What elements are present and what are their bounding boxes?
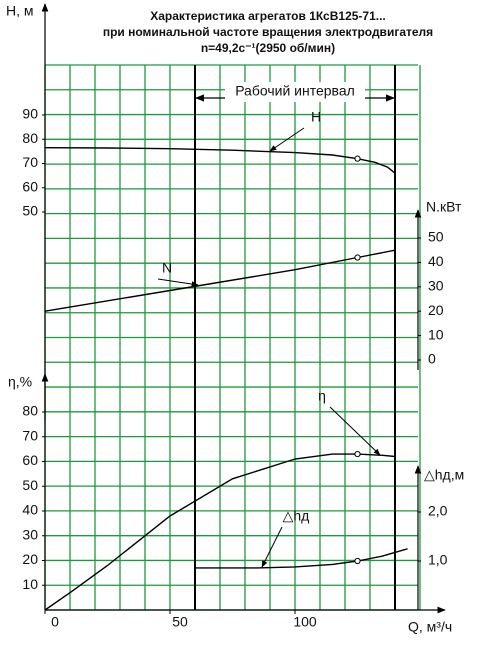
y-tick-label: 50 bbox=[22, 203, 38, 219]
x-tick-label: 100 bbox=[293, 614, 317, 630]
y-tick-label: 80 bbox=[22, 130, 38, 146]
y-tick-label: 1,0 bbox=[428, 552, 448, 568]
y-tick-label: 70 bbox=[22, 154, 38, 170]
y-tick-label: 60 bbox=[22, 452, 38, 468]
title-line: при номинальной частоте вращения электро… bbox=[103, 25, 433, 39]
duty-point bbox=[354, 450, 361, 458]
curve bbox=[44, 453, 396, 611]
y-tick-label: 40 bbox=[428, 253, 444, 269]
y-tick-label: 50 bbox=[428, 229, 444, 245]
y-tick-label: 0 bbox=[428, 351, 436, 367]
curve-label: N bbox=[162, 260, 172, 276]
curve-label: △hд bbox=[283, 508, 310, 524]
y-tick-label: 20 bbox=[428, 302, 444, 318]
y-tick-label: 20 bbox=[22, 551, 38, 567]
title-line: n=49,2c⁻¹(2950 об/мин) bbox=[201, 41, 335, 55]
y-tick-label: 90 bbox=[22, 106, 38, 122]
y-tick-label: 2,0 bbox=[428, 503, 448, 519]
duty-point bbox=[354, 254, 361, 261]
curve-label: η bbox=[318, 388, 326, 404]
y-tick-label: 10 bbox=[22, 576, 38, 592]
curve-label: Н bbox=[311, 109, 321, 125]
x-tick-label: 0 bbox=[51, 614, 59, 630]
x-axis-label: Q, м³/ч bbox=[408, 619, 452, 635]
axis-label: N.кВт bbox=[426, 199, 462, 215]
y-tick-label: 40 bbox=[22, 502, 38, 518]
y-tick-label: 30 bbox=[428, 278, 444, 294]
title-line: Характеристика агрегатов 1КсВ125-71... bbox=[150, 9, 386, 23]
duty-point bbox=[354, 557, 361, 565]
y-tick-label: 80 bbox=[22, 403, 38, 419]
x-tick-label: 50 bbox=[172, 614, 188, 630]
leader bbox=[261, 526, 283, 568]
interval-label: Рабочий интервал bbox=[235, 83, 355, 99]
axis-label: Н, м bbox=[6, 3, 34, 19]
y-tick-label: 60 bbox=[22, 178, 38, 194]
curve bbox=[44, 147, 396, 174]
leader bbox=[329, 406, 381, 456]
y-tick-label: 30 bbox=[22, 526, 38, 542]
y-tick-label: 10 bbox=[428, 326, 444, 342]
duty-point bbox=[354, 155, 361, 162]
interval-label-bg bbox=[225, 82, 365, 102]
curve bbox=[44, 249, 396, 312]
axis-label: η,% bbox=[8, 374, 32, 390]
curve bbox=[195, 548, 408, 569]
y-tick-label: 50 bbox=[22, 477, 38, 493]
leader bbox=[157, 278, 199, 287]
leader bbox=[269, 127, 305, 152]
y-tick-label: 70 bbox=[22, 427, 38, 443]
axis-label: △hд,м bbox=[424, 467, 464, 483]
